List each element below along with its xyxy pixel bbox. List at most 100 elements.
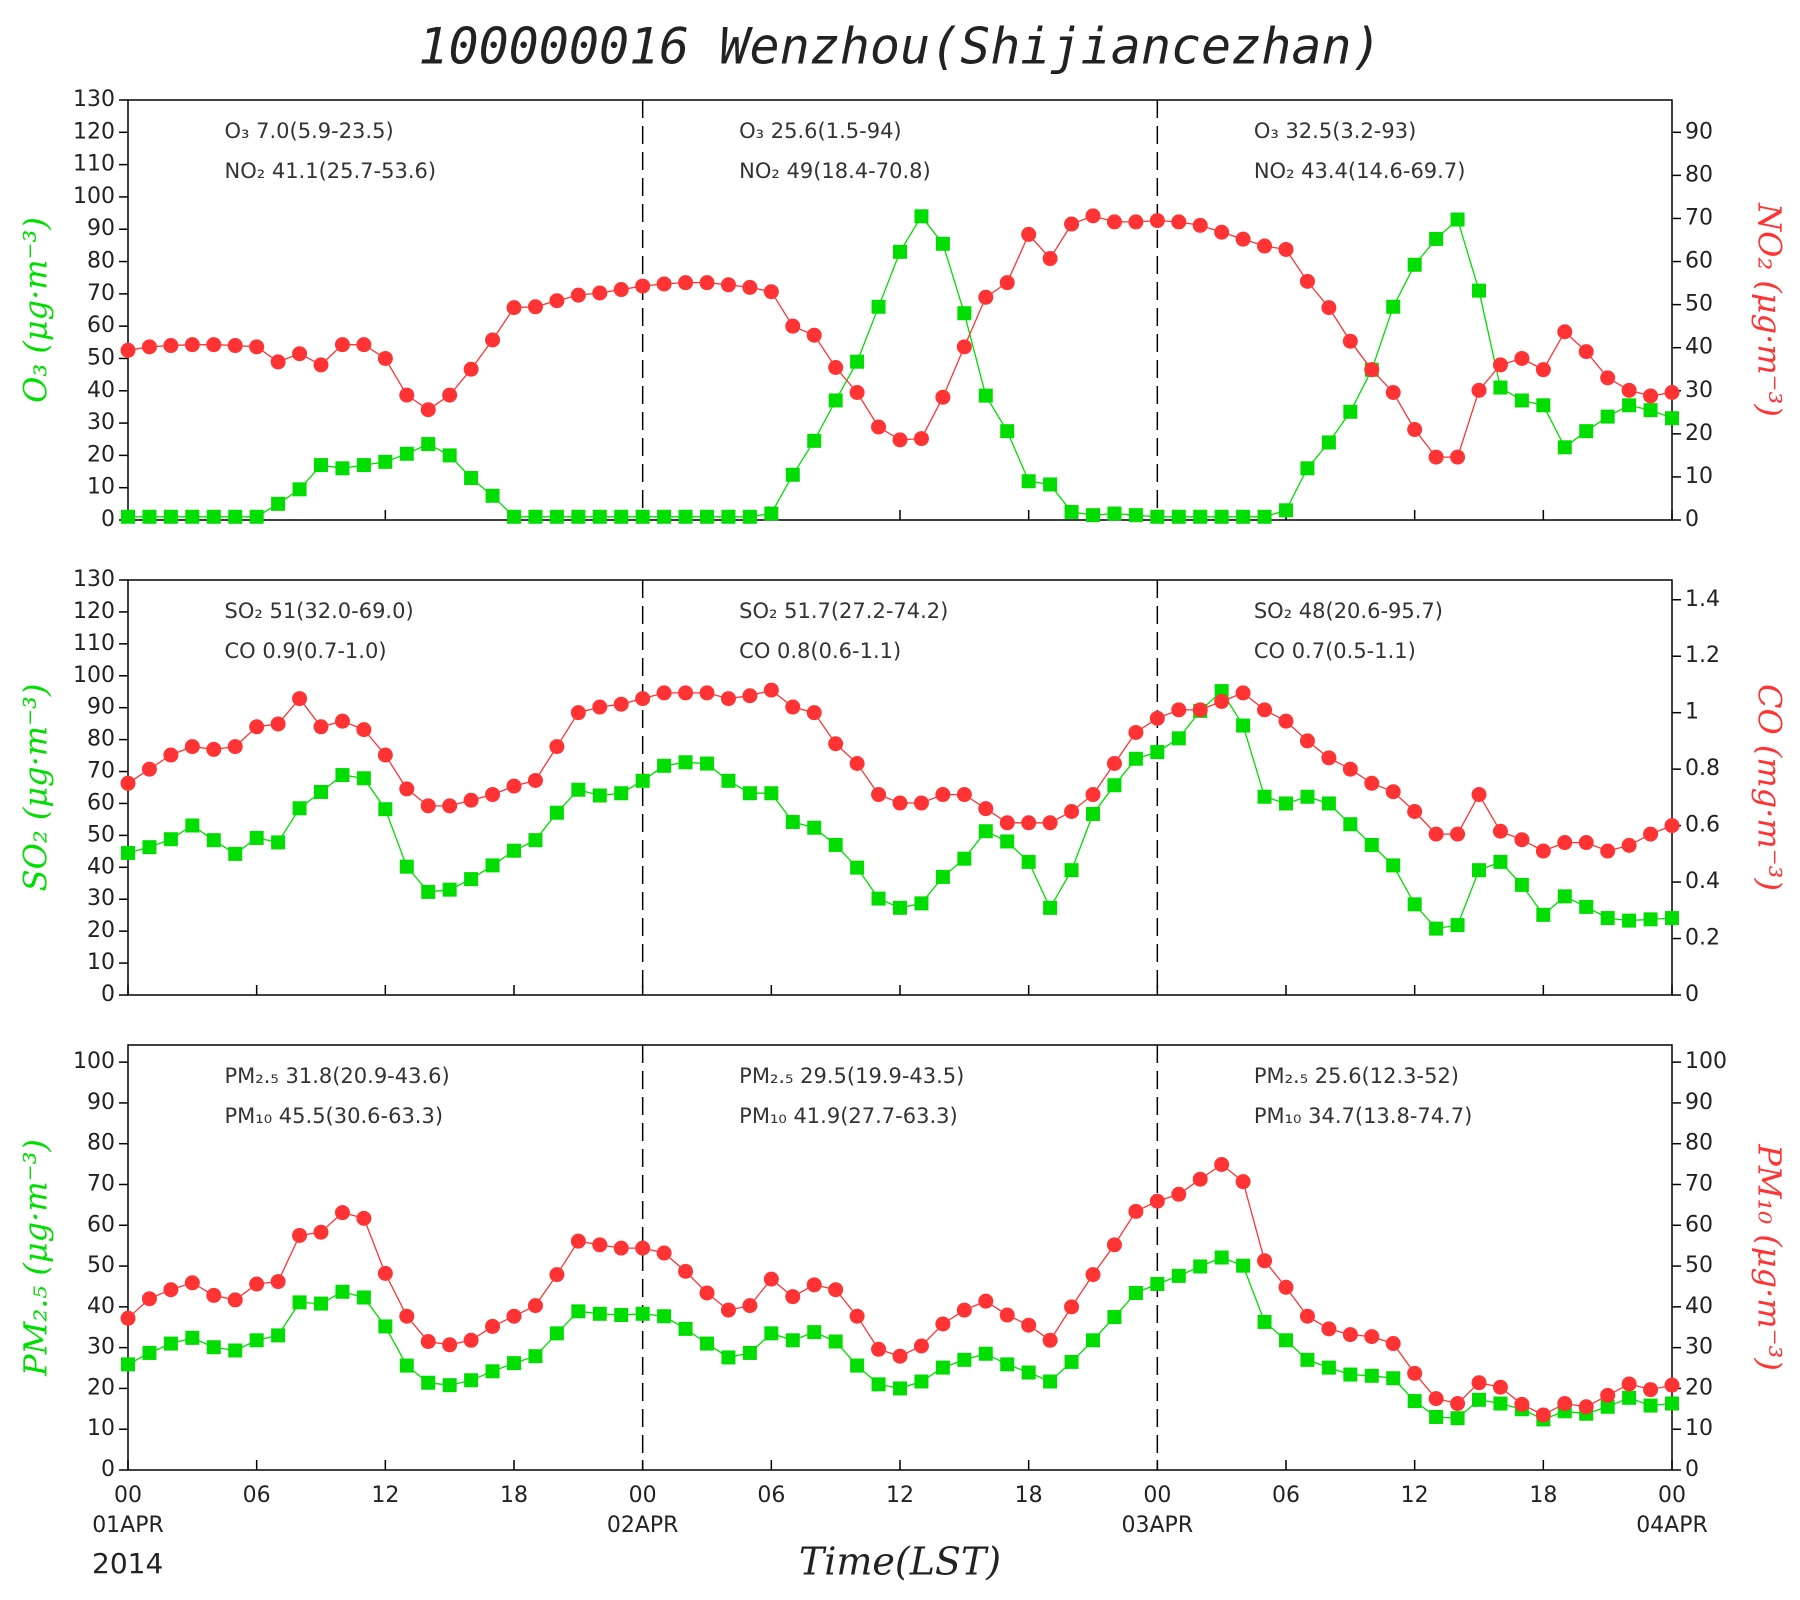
data-point <box>1622 913 1637 928</box>
data-point <box>1664 384 1680 400</box>
data-point <box>1386 299 1401 314</box>
x-tick-label: 18 <box>1015 1483 1043 1508</box>
data-point <box>1600 843 1616 859</box>
data-point <box>142 1345 157 1360</box>
data-point <box>1214 693 1230 709</box>
data-point <box>549 509 564 524</box>
data-point <box>849 1308 865 1324</box>
data-point <box>828 360 844 376</box>
data-point <box>120 342 136 358</box>
data-point <box>1386 858 1401 873</box>
data-point <box>1257 789 1272 804</box>
y2-tick-label: 1 <box>1685 700 1699 725</box>
data-point <box>1643 826 1659 842</box>
data-point <box>1042 251 1058 267</box>
data-point <box>1578 1399 1594 1415</box>
data-point <box>699 275 715 291</box>
data-point <box>313 719 329 735</box>
data-point <box>163 509 178 524</box>
data-point <box>1278 1279 1294 1295</box>
data-point <box>1643 403 1658 418</box>
data-point <box>1407 897 1422 912</box>
data-point <box>506 1308 522 1324</box>
data-point <box>742 1345 757 1360</box>
data-point <box>121 509 135 524</box>
data-point <box>1407 257 1422 272</box>
y-tick-label: 80 <box>87 1131 115 1156</box>
data-point <box>956 787 972 803</box>
data-point <box>978 1346 993 1361</box>
y-tick-label: 60 <box>87 1212 115 1237</box>
data-point <box>527 1298 543 1314</box>
data-point <box>1257 1314 1272 1329</box>
data-point <box>656 1245 672 1261</box>
data-point <box>571 1304 586 1319</box>
data-point <box>1236 509 1251 524</box>
data-point <box>956 339 972 355</box>
data-point <box>1149 1193 1165 1209</box>
data-point <box>377 1265 393 1281</box>
annotation: PM₁₀ 45.5(30.6-63.3) <box>225 1104 444 1128</box>
data-point <box>1128 751 1143 766</box>
data-point <box>1364 1368 1379 1383</box>
data-point <box>549 739 565 755</box>
data-point <box>1150 745 1165 760</box>
x-tick-label: 12 <box>371 1483 399 1508</box>
data-point <box>1278 713 1294 729</box>
data-point <box>1214 1157 1230 1173</box>
data-point <box>206 741 222 757</box>
y-tick-label: 20 <box>87 918 115 943</box>
data-point <box>656 685 672 701</box>
y-tick-label: 30 <box>87 886 115 911</box>
data-point <box>764 1326 779 1341</box>
y2-tick-label: 20 <box>1685 1375 1713 1400</box>
data-point <box>1450 918 1465 933</box>
data-point <box>1342 333 1358 349</box>
data-point <box>1192 1171 1208 1187</box>
data-point <box>1535 1407 1551 1423</box>
data-point <box>1343 817 1358 832</box>
data-point <box>549 293 565 309</box>
series-line <box>127 689 1673 852</box>
data-point <box>1064 1354 1079 1369</box>
data-point <box>1579 899 1594 914</box>
data-point <box>185 1330 200 1345</box>
data-point <box>849 756 865 772</box>
data-point <box>227 338 243 354</box>
data-point <box>1343 404 1358 419</box>
y-axis-label: SO₂ (μg·m⁻³) <box>17 684 55 892</box>
data-point <box>742 279 758 295</box>
y-tick-label: 10 <box>87 1416 115 1441</box>
data-point <box>570 705 586 721</box>
data-point <box>120 1310 136 1326</box>
data-point <box>1450 1411 1465 1426</box>
y-tick-label: 80 <box>87 727 115 752</box>
data-point <box>1042 1332 1058 1348</box>
data-point <box>571 509 586 524</box>
data-point <box>570 1233 586 1249</box>
y-tick-label: 90 <box>87 1090 115 1115</box>
y-tick-label: 110 <box>73 152 115 177</box>
chart-title: 100000016 Wenzhou(Shijiancezhan) <box>418 18 1381 76</box>
data-point <box>914 209 929 224</box>
data-point <box>657 1309 672 1324</box>
data-point <box>700 756 714 771</box>
data-point <box>485 1318 501 1334</box>
data-point <box>142 840 157 855</box>
data-point <box>1278 241 1294 257</box>
data-point <box>1235 1174 1251 1190</box>
data-point <box>334 1205 350 1221</box>
data-point <box>206 509 221 524</box>
data-point <box>806 705 822 721</box>
data-point <box>527 772 543 788</box>
data-point <box>1385 784 1401 800</box>
data-point <box>485 488 500 503</box>
date-label: 04APR <box>1636 1513 1708 1538</box>
data-point <box>871 299 886 314</box>
data-point <box>1665 411 1679 426</box>
data-point <box>507 843 521 858</box>
data-point <box>785 1289 801 1305</box>
data-point <box>1429 1409 1444 1424</box>
annotation: O₃ 7.0(5.9-23.5) <box>225 119 394 143</box>
data-point <box>957 306 972 321</box>
